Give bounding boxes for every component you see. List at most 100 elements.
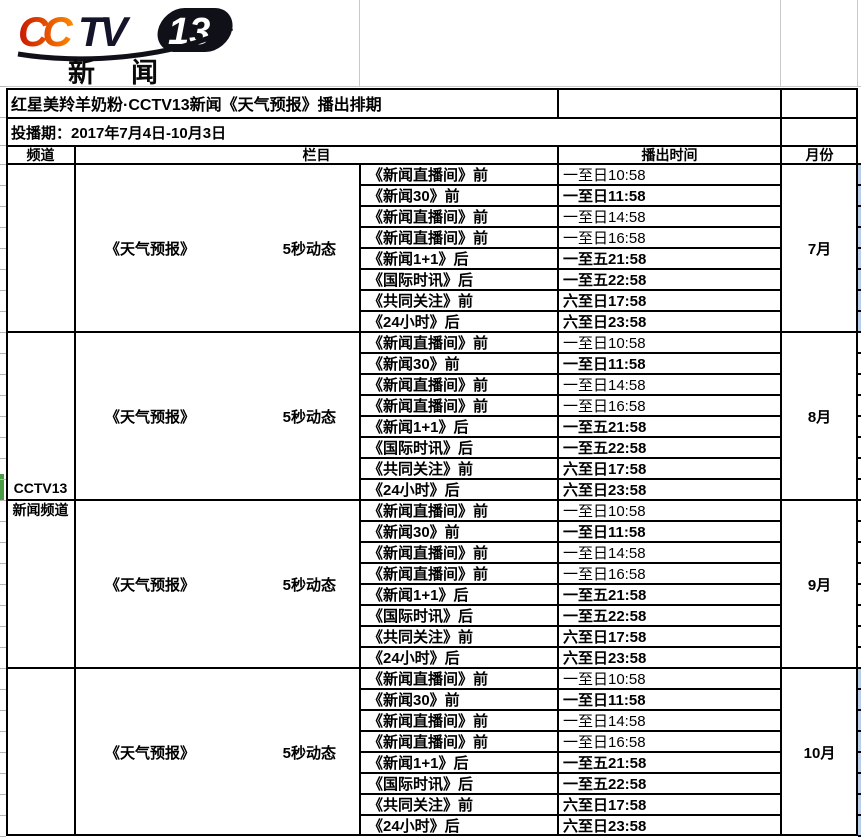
slot-cell[interactable]: 《新闻30》前 bbox=[368, 692, 460, 709]
time-cell[interactable]: 一至五21:58 bbox=[563, 755, 647, 772]
time-cell[interactable]: 一至日16:58 bbox=[563, 734, 646, 751]
time-cell[interactable]: 六至日23:58 bbox=[563, 650, 647, 667]
slot-cell[interactable]: 《新闻直播间》前 bbox=[368, 545, 489, 562]
time-cell[interactable]: 一至日16:58 bbox=[563, 566, 646, 583]
gridline-stub bbox=[0, 815, 6, 816]
program-cell[interactable]: 《天气预报》 5秒动态 bbox=[75, 332, 360, 500]
time-cell[interactable]: 一至日11:58 bbox=[563, 524, 646, 541]
slot-cell[interactable]: 《24小时》后 bbox=[368, 482, 460, 499]
time-cell[interactable]: 一至日10:58 bbox=[563, 335, 646, 352]
time-cell[interactable]: 一至日14:58 bbox=[563, 209, 646, 226]
slot-cell[interactable]: 《新闻1+1》后 bbox=[368, 251, 469, 268]
time-cell[interactable]: 一至五22:58 bbox=[563, 776, 647, 793]
time-cell[interactable]: 一至五21:58 bbox=[563, 587, 647, 604]
time-cell[interactable]: 一至日14:58 bbox=[563, 377, 646, 394]
time-cell[interactable]: 六至日23:58 bbox=[563, 482, 647, 499]
time-cell[interactable]: 一至日14:58 bbox=[563, 545, 646, 562]
time-cell[interactable]: 一至五21:58 bbox=[563, 251, 647, 268]
slot-cell[interactable]: 《新闻30》前 bbox=[368, 188, 460, 205]
side-column-tick bbox=[858, 457, 861, 459]
slot-cell[interactable]: 《新闻直播间》前 bbox=[368, 209, 489, 226]
slot-cell[interactable]: 《新闻直播间》前 bbox=[368, 713, 489, 730]
row-divider bbox=[360, 751, 781, 753]
slot-cell[interactable]: 《新闻1+1》后 bbox=[368, 755, 469, 772]
slot-cell[interactable]: 《新闻直播间》前 bbox=[368, 671, 489, 688]
time-cell[interactable]: 六至日23:58 bbox=[563, 818, 647, 835]
time-cell[interactable]: 一至日14:58 bbox=[563, 713, 646, 730]
time-cell[interactable]: 六至日17:58 bbox=[563, 629, 647, 646]
time-cell[interactable]: 一至五22:58 bbox=[563, 272, 647, 289]
header-column[interactable]: 栏目 bbox=[302, 147, 331, 163]
slot-cell[interactable]: 《新闻直播间》前 bbox=[368, 398, 489, 415]
side-column-tick bbox=[858, 352, 861, 354]
time-cell[interactable]: 一至五22:58 bbox=[563, 608, 647, 625]
time-cell[interactable]: 一至日11:58 bbox=[563, 692, 646, 709]
slot-cell[interactable]: 《新闻30》前 bbox=[368, 524, 460, 541]
program-cell[interactable]: 《天气预报》 5秒动态 bbox=[75, 668, 360, 836]
slot-cell[interactable]: 《国际时讯》后 bbox=[368, 776, 474, 793]
slot-cell[interactable]: 《国际时讯》后 bbox=[368, 272, 474, 289]
time-cell[interactable]: 一至日16:58 bbox=[563, 398, 646, 415]
slot-cell[interactable]: 《共同关注》前 bbox=[368, 797, 474, 814]
time-cell[interactable]: 六至日23:58 bbox=[563, 314, 647, 331]
program-cell[interactable]: 《天气预报》 5秒动态 bbox=[75, 500, 360, 668]
side-column-tick bbox=[858, 289, 861, 291]
slot-cell[interactable]: 《共同关注》前 bbox=[368, 293, 474, 310]
time-cell[interactable]: 一至五22:58 bbox=[563, 440, 647, 457]
time-cell[interactable]: 一至日10:58 bbox=[563, 671, 646, 688]
row-divider bbox=[360, 646, 781, 648]
cctv13-news-logo: CC TV 13 新闻 bbox=[17, 8, 234, 86]
side-column-tick bbox=[858, 436, 861, 438]
side-column-tick bbox=[858, 247, 861, 249]
logo-swoosh bbox=[17, 25, 234, 62]
time-cell[interactable]: 一至日10:58 bbox=[563, 503, 646, 520]
top-gridline bbox=[359, 0, 360, 86]
month-cell[interactable]: 9月 bbox=[807, 576, 832, 594]
month-cell[interactable]: 8月 bbox=[807, 408, 832, 426]
slot-cell[interactable]: 《共同关注》前 bbox=[368, 461, 474, 478]
slot-cell[interactable]: 《24小时》后 bbox=[368, 650, 460, 667]
slot-cell[interactable]: 《共同关注》前 bbox=[368, 629, 474, 646]
slot-cell[interactable]: 《24小时》后 bbox=[368, 314, 460, 331]
time-cell[interactable]: 一至日11:58 bbox=[563, 188, 646, 205]
time-cell[interactable]: 一至日11:58 bbox=[563, 356, 646, 373]
slot-cell[interactable]: 《新闻1+1》后 bbox=[368, 587, 469, 604]
time-cell[interactable]: 六至日17:58 bbox=[563, 797, 647, 814]
slot-cell[interactable]: 《新闻直播间》前 bbox=[368, 734, 489, 751]
sheet-title-cell[interactable]: 红星美羚羊奶粉·CCTV13新闻《天气预报》播出排期 bbox=[11, 97, 382, 114]
slot-cell[interactable]: 《国际时讯》后 bbox=[368, 440, 474, 457]
slot-cell[interactable]: 《国际时讯》后 bbox=[368, 608, 474, 625]
month-cell[interactable]: 10月 bbox=[803, 744, 836, 762]
time-cell[interactable]: 一至日16:58 bbox=[563, 230, 646, 247]
gridline-stub bbox=[0, 290, 6, 291]
row-divider bbox=[360, 625, 781, 627]
logo-subtitle-text: 新闻 bbox=[68, 57, 194, 86]
slot-cell[interactable]: 《新闻1+1》后 bbox=[368, 419, 469, 436]
logo-13-badge bbox=[157, 8, 233, 52]
header-month[interactable]: 月份 bbox=[805, 147, 834, 163]
slot-cell[interactable]: 《新闻30》前 bbox=[368, 356, 460, 373]
channel-cell[interactable]: CCTV13 新闻频道 bbox=[6, 164, 75, 836]
slot-cell[interactable]: 《新闻直播间》前 bbox=[368, 503, 489, 520]
time-cell[interactable]: 一至日10:58 bbox=[563, 167, 646, 184]
header-channel[interactable]: 频道 bbox=[26, 147, 55, 163]
program-format: 5秒动态 bbox=[282, 576, 336, 594]
program-cell[interactable]: 《天气预报》 5秒动态 bbox=[75, 164, 360, 332]
header-time[interactable]: 播出时间 bbox=[641, 147, 698, 163]
slot-cell[interactable]: 《新闻直播间》前 bbox=[368, 566, 489, 583]
slot-cell[interactable]: 《新闻直播间》前 bbox=[368, 377, 489, 394]
side-column-tick bbox=[858, 604, 861, 606]
slot-cell[interactable]: 《新闻直播间》前 bbox=[368, 335, 489, 352]
slot-cell[interactable]: 《新闻直播间》前 bbox=[368, 167, 489, 184]
time-cell[interactable]: 六至日17:58 bbox=[563, 293, 647, 310]
month-cell[interactable]: 7月 bbox=[807, 240, 832, 258]
slot-cell[interactable]: 《新闻直播间》前 bbox=[368, 230, 489, 247]
side-column-tick bbox=[858, 772, 861, 774]
period-cell[interactable]: 投播期：2017年7月4日-10月3日 bbox=[11, 124, 227, 142]
gridline-stub bbox=[0, 206, 6, 207]
row-divider bbox=[360, 520, 781, 522]
slot-cell[interactable]: 《24小时》后 bbox=[368, 818, 460, 835]
time-cell[interactable]: 一至五21:58 bbox=[563, 419, 647, 436]
gridline-stub bbox=[0, 563, 6, 564]
time-cell[interactable]: 六至日17:58 bbox=[563, 461, 647, 478]
